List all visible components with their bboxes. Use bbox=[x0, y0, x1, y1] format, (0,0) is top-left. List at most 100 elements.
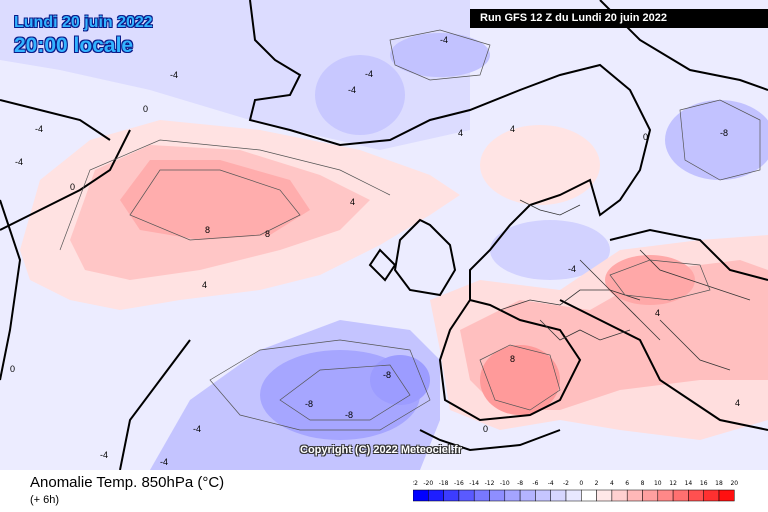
forecast-offset: (+ 6h) bbox=[30, 494, 60, 506]
color-scale-legend: -22-20-18-16-14-12-10-8-6-4-202468101214… bbox=[413, 480, 738, 502]
date-label: Lundi 20 juin 2022 bbox=[14, 14, 153, 31]
isoline-8-balkans bbox=[609, 259, 711, 301]
scale-swatch bbox=[611, 489, 628, 502]
contour-label: 8 bbox=[510, 354, 515, 364]
warm-anomaly-atlantic-core bbox=[120, 160, 310, 240]
scale-swatch bbox=[718, 489, 735, 502]
contour-label: 4 bbox=[735, 398, 740, 408]
scale-tick-label: -8 bbox=[517, 480, 523, 487]
contour-label: 0 bbox=[70, 182, 75, 192]
coastline-north bbox=[248, 0, 652, 300]
borders bbox=[499, 199, 751, 371]
warm-anomaly-scandinavia bbox=[480, 125, 600, 205]
map-canvas: -4 -4 -4 -4 -4 0 0 4 4 -8 8 8 4 4 8 -8 -… bbox=[0, 0, 768, 470]
warm-anomaly-balkans-core bbox=[605, 255, 695, 305]
scale-tick-label: -2 bbox=[563, 480, 569, 487]
contour-label: 4 bbox=[202, 280, 207, 290]
contour-label: 0 bbox=[643, 132, 648, 142]
cold-anomaly-norway-sea bbox=[390, 33, 490, 77]
isoline-4-atlantic bbox=[59, 139, 391, 251]
coastline-africa-north bbox=[419, 429, 561, 452]
isoline-neg4-norway-sea bbox=[389, 29, 491, 81]
scale-swatch bbox=[535, 489, 551, 502]
footer: Anomalie Temp. 850hPa (°C) (+ 6h) -22-20… bbox=[0, 470, 768, 512]
contour-label: -4 bbox=[365, 69, 373, 79]
scale-swatch bbox=[581, 489, 597, 502]
temperature-anomaly-map: -4 -4 -4 -4 -4 0 0 4 4 -8 8 8 4 4 8 -8 -… bbox=[0, 0, 768, 470]
scale-tick-label: 2 bbox=[595, 480, 599, 487]
cold-anomaly-russia bbox=[665, 100, 768, 180]
scale-swatch bbox=[413, 489, 429, 502]
scale-tick-label: 18 bbox=[715, 480, 723, 487]
scale-tick-label: 14 bbox=[685, 480, 693, 487]
coastline-iberia bbox=[438, 298, 582, 422]
contour-label: -8 bbox=[383, 370, 391, 380]
scale-tick-label: -12 bbox=[485, 480, 495, 487]
contour-label: -4 bbox=[100, 450, 108, 460]
scale-tick-label: -22 bbox=[413, 480, 418, 487]
isoline-8-iberia bbox=[479, 344, 561, 411]
scale-swatch bbox=[458, 489, 475, 502]
coastlines bbox=[0, 0, 768, 470]
isoline-neg4-atlantic bbox=[209, 339, 431, 431]
scale-swatch bbox=[565, 489, 582, 502]
contour-label: -8 bbox=[345, 410, 353, 420]
scale-swatch bbox=[703, 489, 720, 502]
scale-swatch bbox=[657, 489, 674, 502]
scale-tick-label: 10 bbox=[654, 480, 662, 487]
coastline-west bbox=[0, 199, 22, 381]
scale-swatch bbox=[596, 489, 613, 502]
contour-label: 0 bbox=[143, 104, 148, 114]
contour-label: -8 bbox=[305, 399, 313, 409]
contour-label: 8 bbox=[265, 229, 270, 239]
contour-label: 4 bbox=[510, 124, 515, 134]
contour-label: -4 bbox=[568, 264, 576, 274]
contour-label: 8 bbox=[205, 225, 210, 235]
scale-tick-label: 20 bbox=[730, 480, 738, 487]
coastline-baltic bbox=[609, 228, 768, 281]
scale-swatch bbox=[473, 489, 490, 502]
contour-label: 4 bbox=[458, 128, 463, 138]
copyright-notice: Copyright (C) 2022 Meteociel.fr bbox=[300, 444, 462, 456]
border-5 bbox=[659, 319, 731, 371]
contour-label: 4 bbox=[655, 308, 660, 318]
scale-tick-label: 12 bbox=[669, 480, 677, 487]
coastline-greenland-south bbox=[0, 99, 111, 141]
scale-tick-label: -20 bbox=[423, 480, 433, 487]
scale-swatch bbox=[443, 489, 460, 502]
warm-anomaly-iberia-core bbox=[480, 345, 560, 415]
isoline-neg4-russia bbox=[679, 99, 761, 181]
scale-tick-label: -10 bbox=[500, 480, 510, 487]
scale-tick-label: -16 bbox=[454, 480, 464, 487]
isoline-neg8-atlantic bbox=[279, 364, 411, 421]
coastline-mediterranean bbox=[559, 299, 768, 431]
parameter-title: Anomalie Temp. 850hPa (°C) bbox=[30, 474, 225, 491]
scale-tick-label: -18 bbox=[439, 480, 449, 487]
scale-swatch bbox=[672, 489, 689, 502]
scale-swatch bbox=[519, 489, 536, 502]
scale-tick-label: 0 bbox=[579, 480, 583, 487]
border-6 bbox=[519, 199, 581, 216]
contour-label: -4 bbox=[440, 35, 448, 45]
contour-label: -4 bbox=[35, 124, 43, 134]
scale-tick-label: -14 bbox=[469, 480, 479, 487]
scale-swatch bbox=[550, 489, 567, 502]
isoline-8-atlantic bbox=[129, 169, 301, 241]
scale-tick-label: 4 bbox=[610, 480, 614, 487]
coastline-africa-west bbox=[119, 339, 191, 470]
scale-swatch bbox=[626, 489, 643, 502]
coastline-greenland bbox=[0, 129, 131, 231]
contour-label: -4 bbox=[160, 457, 168, 467]
scale-swatch bbox=[642, 489, 659, 502]
contour-label: -8 bbox=[720, 128, 728, 138]
contour-label: -4 bbox=[348, 85, 356, 95]
scale-swatch bbox=[428, 489, 444, 502]
cold-anomaly-north-sea bbox=[490, 220, 610, 280]
model-run-label: Run GFS 12 Z du Lundi 20 juin 2022 bbox=[470, 9, 768, 28]
border-3 bbox=[579, 259, 661, 341]
scale-tick-label: -6 bbox=[532, 480, 538, 487]
contour-label: 0 bbox=[483, 424, 488, 434]
contour-label: -4 bbox=[170, 70, 178, 80]
scale-tick-label: 8 bbox=[641, 480, 645, 487]
scale-swatch bbox=[688, 489, 704, 502]
